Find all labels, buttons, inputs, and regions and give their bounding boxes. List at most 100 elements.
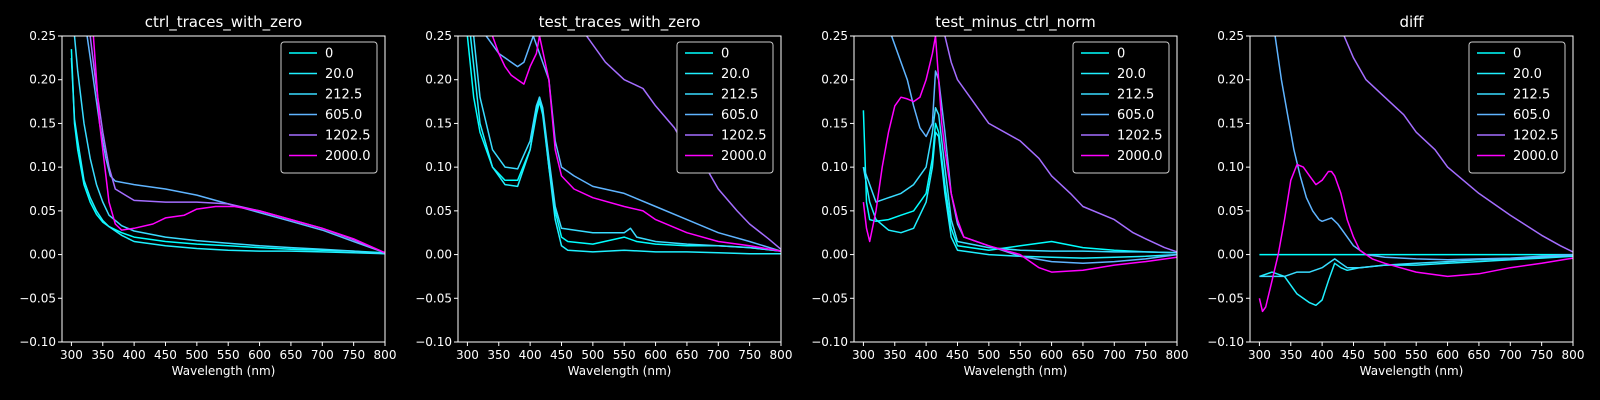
- series-line-1202.5: [944, 36, 1177, 253]
- x-tick-label: 800: [374, 348, 397, 362]
- chart-title: diff: [1399, 13, 1424, 31]
- y-tick-label: −0.10: [415, 335, 452, 349]
- series-line-20.0: [1259, 255, 1573, 307]
- x-tick-label: 350: [1279, 348, 1302, 362]
- x-tick-label: 800: [1166, 348, 1189, 362]
- chart-title: ctrl_traces_with_zero: [145, 13, 302, 32]
- x-tick-label: 500: [1373, 348, 1396, 362]
- plot-frame: [457, 35, 782, 343]
- series-line-1202.5: [1343, 36, 1573, 253]
- y-tick-label: −0.05: [415, 291, 452, 305]
- x-tick-label: 600: [1040, 348, 1063, 362]
- legend-label: 0: [721, 47, 729, 62]
- legend-box: [676, 41, 774, 174]
- y-tick-label: 0.00: [821, 248, 848, 262]
- x-tick-label: 400: [123, 348, 146, 362]
- series-lines: [1258, 36, 1573, 313]
- series-line-212.5: [1259, 254, 1573, 278]
- x-tick-label: 650: [1467, 348, 1490, 362]
- series-line-2000.0: [92, 36, 385, 254]
- plot-frame: [1249, 35, 1574, 343]
- y-tick-label: −0.05: [1207, 291, 1244, 305]
- chart-panel-3: test_minus_ctrl_norm 300 350 400 450 500 550 60…: [811, 13, 1188, 378]
- y-tick-label: −0.10: [1207, 335, 1244, 349]
- x-tick-label: 450: [1342, 348, 1365, 362]
- series-line-2000.0: [862, 36, 1177, 273]
- x-tick-label: 600: [248, 348, 271, 362]
- y-tick-label: 0.10: [1217, 160, 1244, 174]
- x-tick-label: 450: [550, 348, 573, 362]
- series-line-605.0: [1274, 36, 1573, 261]
- y-tick-label: 0.15: [29, 116, 56, 130]
- y-tick-label: 0.20: [29, 73, 56, 87]
- x-tick-label: 300: [456, 348, 479, 362]
- legend: 0 20.0 212.5 605.0 1202.5 2000.0: [676, 41, 774, 174]
- legend-box: [1468, 41, 1566, 174]
- series-line-212.5: [862, 106, 1177, 254]
- y-tick-label: 0.25: [1217, 29, 1244, 43]
- series-lines: [862, 36, 1177, 273]
- x-tick-label: 500: [977, 348, 1000, 362]
- series-line-2000.0: [1258, 163, 1573, 313]
- y-tick-label: 0.20: [425, 73, 452, 87]
- x-axis-label: Wavelength (nm): [964, 364, 1068, 378]
- x-tick-label: 750: [1134, 348, 1157, 362]
- x-tick-label: 600: [644, 348, 667, 362]
- x-tick-label: 350: [487, 348, 510, 362]
- x-tick-label: 400: [519, 348, 542, 362]
- series-line-20.0: [70, 57, 385, 255]
- legend-box: [280, 41, 378, 174]
- x-tick-label: 600: [1436, 348, 1459, 362]
- legend-label: 20.0: [325, 67, 354, 82]
- x-axis-label: Wavelength (nm): [1360, 364, 1464, 378]
- chart-panel-4: diff 300 350 400 450 500 550 600 650 700 750 800 −0.…: [1207, 13, 1584, 378]
- x-tick-label: 300: [1248, 348, 1271, 362]
- x-tick-label: 650: [1071, 348, 1094, 362]
- y-tick-label: 0.10: [29, 160, 56, 174]
- legend-label: 212.5: [1513, 88, 1550, 103]
- x-tick-label: 550: [1009, 348, 1032, 362]
- legend-label: 20.0: [1513, 67, 1542, 82]
- y-tick-label: 0.00: [425, 248, 452, 262]
- legend-label: 0: [325, 47, 333, 62]
- x-tick-label: 800: [770, 348, 793, 362]
- x-tick-label: 300: [852, 348, 875, 362]
- y-tick-label: 0.05: [425, 204, 452, 218]
- legend-label: 1202.5: [1117, 129, 1163, 144]
- legend-label: 2000.0: [721, 149, 767, 164]
- chart-panels: ctrl_traces_with_zero 300 350 400 450 500 550 6…: [19, 13, 1584, 378]
- y-tick-label: 0.10: [425, 160, 452, 174]
- x-tick-label: 550: [1405, 348, 1428, 362]
- chart-panel-1: ctrl_traces_with_zero 300 350 400 450 500 550 6…: [19, 13, 396, 378]
- y-tick-label: 0.25: [821, 29, 848, 43]
- series-line-20.0: [469, 36, 781, 255]
- legend: 0 20.0 212.5 605.0 1202.5 2000.0: [1468, 41, 1566, 174]
- x-tick-label: 400: [1311, 348, 1334, 362]
- chart-panel-2: test_traces_with_zero 300 350 400 450 500 550 6…: [415, 13, 792, 378]
- x-tick-label: 750: [342, 348, 365, 362]
- legend-label: 605.0: [721, 108, 758, 123]
- y-tick-label: 0.10: [821, 160, 848, 174]
- y-tick-label: 0.25: [425, 29, 452, 43]
- legend-label: 20.0: [721, 67, 750, 82]
- x-tick-label: 450: [946, 348, 969, 362]
- x-tick-label: 350: [91, 348, 114, 362]
- y-tick-label: 0.05: [1217, 204, 1244, 218]
- series-line-605.0: [485, 36, 781, 252]
- series-line-2000.0: [491, 36, 781, 252]
- x-tick-label: 800: [1562, 348, 1585, 362]
- x-axis-label: Wavelength (nm): [568, 364, 672, 378]
- series-line-20.0: [862, 131, 1177, 259]
- legend-label: 0: [1117, 47, 1125, 62]
- legend-label: 0: [1513, 47, 1521, 62]
- x-tick-label: 650: [279, 348, 302, 362]
- chart-title: test_minus_ctrl_norm: [935, 13, 1096, 32]
- y-tick-label: −0.05: [19, 291, 56, 305]
- legend: 0 20.0 212.5 605.0 1202.5 2000.0: [280, 41, 378, 174]
- legend-label: 1202.5: [325, 129, 371, 144]
- series-line-212.5: [73, 36, 385, 255]
- y-tick-label: 0.15: [1217, 116, 1244, 130]
- x-tick-label: 550: [613, 348, 636, 362]
- x-tick-label: 700: [1103, 348, 1126, 362]
